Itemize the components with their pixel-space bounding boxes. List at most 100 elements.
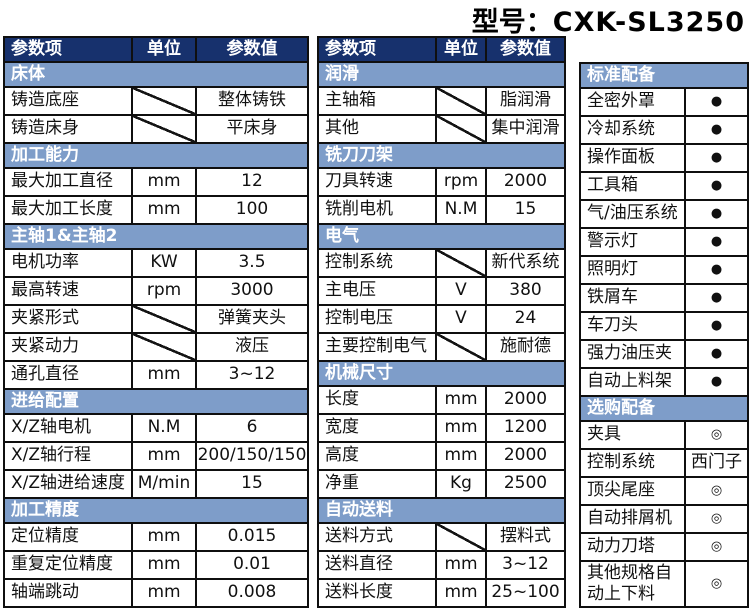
table-row: 重复定位精度 mm 0.01: [3, 550, 309, 580]
section-title: 标准配备: [579, 62, 749, 89]
table-row: 最大加工直径 mm 12: [3, 167, 309, 197]
equipment-item-cell: 强力油压夹: [579, 339, 686, 369]
unit-cell: mm: [435, 385, 487, 415]
equipment-item-cell: 工具箱: [579, 171, 686, 201]
section-title: 机械尺寸: [317, 360, 566, 387]
equipment-item-cell: 夹具: [579, 420, 686, 450]
unit-cell: N.M: [131, 413, 197, 443]
slash-icon: [134, 117, 194, 141]
value-cell: 3000: [195, 276, 309, 306]
optional-bullet-icon: ◎: [684, 532, 749, 562]
unit-cell: mm: [435, 550, 487, 580]
unit-cell: mm: [131, 550, 197, 580]
value-cell: 380: [485, 276, 566, 306]
equipment-item-cell: 自动上料架: [579, 367, 686, 397]
unit-cell: V: [435, 304, 487, 334]
value-cell: 新代系统: [485, 248, 566, 278]
value-cell: 200/150/150: [195, 441, 309, 471]
equipment-row: 控制系统 西门子: [579, 448, 749, 478]
param-cell: 送料直径: [317, 550, 437, 580]
section-title: 选购配备: [579, 395, 749, 422]
param-cell: 电机功率: [3, 248, 133, 278]
unit-cell: mm: [435, 578, 487, 608]
equipment-row: 车刀头 ●: [579, 311, 749, 341]
param-cell: 铸造底座: [3, 86, 133, 116]
section-header-row: 电气: [317, 223, 566, 250]
optional-bullet-icon: ◎: [684, 476, 749, 506]
table-row: 送料方式 摆料式: [317, 522, 566, 552]
table-row: 通孔直径 mm 3~12: [3, 360, 309, 390]
table-row: 铸造底座 整体铸铁: [3, 86, 309, 116]
value-cell: 0.008: [195, 578, 309, 608]
unit-cell: [131, 304, 197, 334]
standard-bullet-icon: ●: [684, 227, 749, 257]
unit-cell: KW: [131, 248, 197, 278]
optional-bullet-icon: ◎: [684, 560, 749, 608]
section-title: 主轴1&主轴2: [3, 223, 309, 250]
param-cell: 刀具转速: [317, 167, 437, 197]
unit-cell: mm: [131, 195, 197, 225]
equipment-row: 工具箱 ●: [579, 171, 749, 201]
param-cell: 送料长度: [317, 578, 437, 608]
table-row: 送料直径 mm 3~12: [317, 550, 566, 580]
table-row: 主要控制电气 施耐德: [317, 332, 566, 362]
unit-cell: [131, 114, 197, 144]
unit-cell: mm: [131, 167, 197, 197]
table-row: 铣削电机 N.M 15: [317, 195, 566, 225]
equipment-item-cell: 其他规格自动上下料: [579, 560, 686, 608]
value-cell: 100: [195, 195, 309, 225]
value-cell: 12: [195, 167, 309, 197]
slash-icon: [134, 335, 194, 359]
standard-bullet-icon: ●: [684, 115, 749, 145]
column-header: 单位: [131, 36, 197, 63]
param-cell: X/Z轴电机: [3, 413, 133, 443]
param-cell: 宽度: [317, 413, 437, 443]
value-cell: 6: [195, 413, 309, 443]
section-header-row: 加工能力: [3, 142, 309, 169]
table-row: 最高转速 rpm 3000: [3, 276, 309, 306]
value-cell: 3~12: [485, 550, 566, 580]
param-cell: 最大加工直径: [3, 167, 133, 197]
equipment-row: 气/油压系统 ●: [579, 199, 749, 229]
unit-cell: rpm: [435, 167, 487, 197]
value-cell: 0.01: [195, 550, 309, 580]
standard-bullet-icon: ●: [684, 367, 749, 397]
equipment-item-cell: 顶尖尾座: [579, 476, 686, 506]
unit-cell: Kg: [435, 469, 487, 499]
table-row: 长度 mm 2000: [317, 385, 566, 415]
param-cell: 通孔直径: [3, 360, 133, 390]
equipment-row: 操作面板 ●: [579, 143, 749, 173]
value-cell: 弹簧夹头: [195, 304, 309, 334]
column-header-row: 参数项 单位 参数值: [317, 36, 566, 63]
standard-bullet-icon: ●: [684, 311, 749, 341]
equipment-item-cell: 车刀头: [579, 311, 686, 341]
unit-cell: mm: [131, 441, 197, 471]
value-cell: 脂润滑: [485, 86, 566, 116]
table-row: 刀具转速 rpm 2000: [317, 167, 566, 197]
param-cell: 夹紧动力: [3, 332, 133, 362]
param-cell: 净重: [317, 469, 437, 499]
unit-cell: M/min: [131, 469, 197, 499]
table-row: 宽度 mm 1200: [317, 413, 566, 443]
equipment-mark-cell: 西门子: [684, 448, 749, 478]
table-row: X/Z轴进给速度 M/min 15: [3, 469, 309, 499]
unit-cell: [435, 248, 487, 278]
standard-bullet-icon: ●: [684, 199, 749, 229]
page-title: 型号：CXK-SL3250: [472, 0, 745, 39]
model-label: 型号：: [471, 7, 553, 38]
param-cell: 送料方式: [317, 522, 437, 552]
column-header: 参数项: [317, 36, 437, 63]
unit-cell: [131, 332, 197, 362]
equipment-row: 强力油压夹 ●: [579, 339, 749, 369]
standard-bullet-icon: ●: [684, 143, 749, 173]
param-cell: 定位精度: [3, 522, 133, 552]
value-cell: 1200: [485, 413, 566, 443]
unit-cell: mm: [131, 578, 197, 608]
unit-cell: [435, 332, 487, 362]
spec-table-middle: 参数项 单位 参数值 润滑 主轴箱 脂润滑 其他 集中润滑 铣刀刀架 刀具转速 rpm 2000 铣削电…: [317, 36, 566, 608]
unit-cell: [435, 114, 487, 144]
section-header-row: 进给配置: [3, 388, 309, 415]
column-header: 参数值: [485, 36, 566, 63]
table-row: 定位精度 mm 0.015: [3, 522, 309, 552]
unit-cell: rpm: [131, 276, 197, 306]
